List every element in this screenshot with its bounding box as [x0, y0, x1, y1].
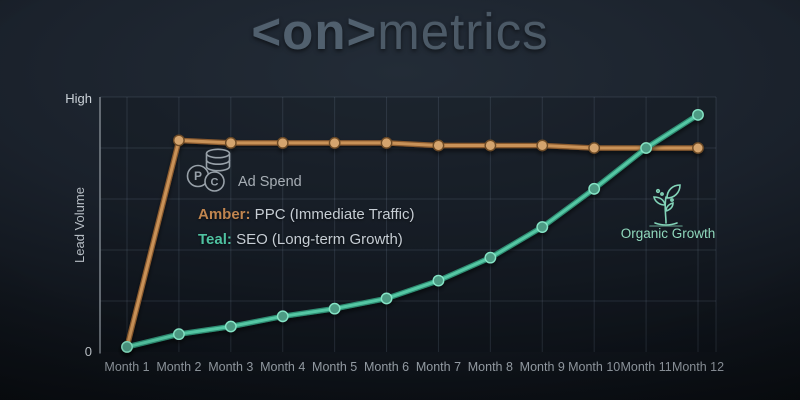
data-point-marker — [224, 137, 237, 149]
lead-volume-chart: Month 1 Month 2 Month 3 Month 4 Month 5 Month… — [65, 91, 724, 374]
data-point-marker — [328, 302, 341, 315]
data-point-marker — [276, 310, 289, 323]
legend-teal-label: Teal: — [198, 231, 232, 248]
page-title: <on>metrics — [0, 2, 800, 62]
legend-item-seo: Teal: SEO (Long-term Growth) — [198, 227, 414, 252]
data-point-marker — [432, 274, 445, 287]
data-point-marker — [328, 137, 341, 149]
ad-spend-label: Ad Spend — [238, 174, 302, 190]
x-tick-label: Month 3 — [208, 360, 253, 374]
data-point-marker — [173, 328, 185, 341]
data-point-marker — [640, 142, 652, 154]
data-point-marker — [173, 134, 185, 147]
axes-layer — [98, 97, 716, 354]
x-tick-label: Month 11 — [620, 360, 671, 374]
chart-legend: Amber: PPC (Immediate Traffic) Teal: SEO… — [198, 202, 414, 252]
legend-teal-text: SEO (Long-term Growth) — [231, 231, 403, 248]
coins-icon: P C — [186, 148, 231, 192]
data-point-marker — [380, 292, 393, 305]
legend-item-ppc: Amber: PPC (Immediate Traffic) — [198, 202, 414, 227]
svg-text:P: P — [194, 169, 202, 183]
data-point-marker — [432, 139, 445, 152]
data-point-marker — [692, 142, 704, 154]
series-amber — [121, 134, 704, 353]
data-point-marker — [692, 108, 704, 121]
x-tick-label: Month 7 — [416, 360, 461, 374]
legend-amber-label: Amber: — [198, 206, 251, 223]
data-point-marker — [484, 251, 497, 264]
y-axis-min-label: 0 — [85, 344, 92, 359]
series-line — [125, 113, 700, 349]
y-axis-max-label: High — [65, 91, 92, 106]
x-tick-label: Month 12 — [672, 360, 724, 374]
series-line — [125, 138, 700, 349]
data-point-marker — [484, 139, 497, 152]
data-point-marker — [224, 320, 237, 333]
data-point-marker — [121, 340, 133, 353]
x-tick-label: Month 8 — [468, 360, 513, 374]
data-point-marker — [588, 182, 601, 195]
plant-icon — [649, 184, 683, 227]
x-tick-label: Month 10 — [568, 360, 620, 374]
data-point-marker — [380, 137, 393, 149]
y-axis-title: Lead Volume — [72, 187, 87, 263]
ad-spend-annotation: P C Ad Spend — [186, 148, 302, 192]
data-point-marker — [536, 221, 549, 233]
data-point-marker — [588, 142, 601, 154]
x-tick-labels-layer: Month 1 Month 2 Month 3 Month 4 Month 5 Month… — [104, 360, 724, 374]
data-point-marker — [536, 139, 549, 152]
x-tick-label: Month 1 — [104, 360, 149, 374]
data-point-marker — [276, 137, 289, 149]
x-tick-label: Month 9 — [520, 360, 565, 374]
brand-logo-on: <on> — [251, 3, 378, 60]
brand-logo-metrics: metrics — [377, 3, 549, 60]
organic-growth-annotation: Organic Growth — [621, 184, 716, 241]
x-tick-label: Month 4 — [260, 360, 305, 374]
legend-amber-text: PPC (Immediate Traffic) — [250, 206, 415, 223]
series-teal — [121, 108, 704, 353]
x-tick-label: Month 6 — [364, 360, 409, 374]
x-tick-label: Month 2 — [156, 360, 201, 374]
svg-text:C: C — [211, 177, 219, 189]
x-tick-label: Month 5 — [312, 360, 357, 374]
organic-growth-label: Organic Growth — [621, 226, 716, 241]
series-layer — [121, 108, 704, 353]
